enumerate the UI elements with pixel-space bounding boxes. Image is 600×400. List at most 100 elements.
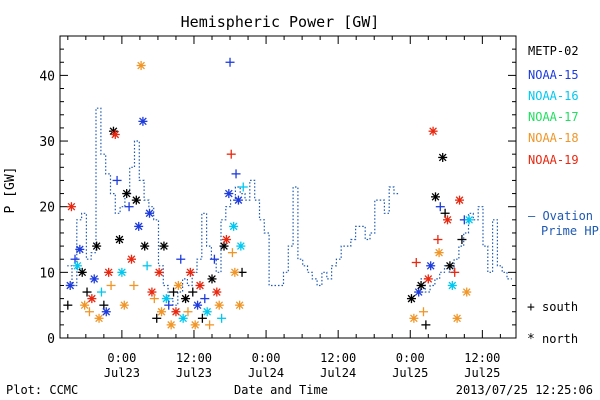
north-point [443, 215, 453, 225]
legend-item-noaa-15: NOAA-15 [528, 68, 579, 82]
south-point [99, 300, 109, 310]
south-point [129, 280, 139, 290]
south-point [112, 175, 122, 185]
north-point [178, 313, 188, 323]
south-point [70, 254, 80, 264]
south-point [164, 300, 174, 310]
x-axis-label: Date and Time [234, 383, 328, 397]
plot-source-label: Plot: CCMC [6, 383, 78, 397]
legend-south-symbol: + [527, 300, 535, 315]
x-axis: 0:00Jul2312:00Jul230:00Jul2412:00Jul240:… [67, 36, 501, 380]
legend-item-noaa-19: NOAA-19 [528, 153, 579, 167]
y-tick-label: 30 [39, 135, 55, 150]
south-point [418, 307, 428, 317]
north-point [136, 61, 146, 71]
x-tick-time-label: 12:00 [464, 351, 500, 365]
plot-timestamp: 2013/07/25 12:25:06 [456, 383, 593, 397]
north-point [92, 241, 102, 251]
north-point [154, 267, 164, 277]
y-axis-label: P [GW] [3, 167, 18, 214]
north-point [114, 235, 124, 245]
south-point [82, 287, 92, 297]
south-point [421, 320, 431, 330]
south-point [96, 287, 106, 297]
north-point [229, 221, 239, 231]
legend: METP-02 NOAA-15 NOAA-16 NOAA-17 NOAA-18 … [527, 44, 600, 347]
x-tick-date-label: Jul25 [392, 366, 428, 380]
south-point [457, 235, 467, 245]
north-point [207, 274, 217, 284]
north-point [173, 280, 183, 290]
legend-item-noaa-16: NOAA-16 [528, 89, 579, 103]
legend-north-symbol: * [527, 332, 535, 347]
north-point [161, 294, 171, 304]
north-point [233, 195, 243, 205]
x-tick-time-label: 0:00 [107, 351, 136, 365]
north-point [80, 300, 90, 310]
south-point [411, 258, 421, 267]
south-point [217, 313, 227, 323]
north-point [65, 280, 75, 290]
legend-item-noaa-17: NOAA-17 [528, 110, 579, 124]
south-point [142, 261, 152, 271]
north-point [131, 195, 141, 205]
north-point [126, 254, 136, 264]
south-point [205, 320, 215, 330]
legend-ovation-line2: Prime HPI [541, 224, 600, 238]
y-tick-label: 40 [39, 69, 55, 84]
north-point [145, 208, 155, 218]
south-point [84, 307, 94, 317]
south-point [169, 287, 179, 297]
north-point [159, 241, 169, 251]
x-tick-date-label: Jul24 [248, 366, 284, 380]
south-point [238, 182, 248, 192]
north-point [235, 300, 245, 310]
y-tick-label: 10 [39, 266, 55, 281]
legend-ovation-line1: — Ovation [528, 209, 593, 223]
north-point [462, 287, 472, 297]
south-point [209, 254, 219, 264]
north-point [434, 248, 444, 258]
north-point [122, 189, 132, 199]
north-point [409, 313, 419, 323]
south-point [183, 307, 193, 317]
y-tick-label: 0 [47, 332, 55, 347]
north-point [236, 241, 246, 251]
south-point [106, 280, 116, 290]
legend-south-label: south [542, 300, 578, 314]
x-tick-time-label: 0:00 [252, 351, 281, 365]
north-point [181, 294, 191, 304]
north-point [423, 274, 433, 284]
north-point [101, 307, 111, 317]
south-point [176, 254, 186, 264]
south-point [188, 287, 198, 297]
north-point [430, 192, 440, 202]
south-point [227, 248, 237, 258]
south-point [435, 202, 445, 212]
x-tick-date-label: Jul24 [320, 366, 356, 380]
north-point [75, 244, 85, 254]
north-point [414, 287, 424, 297]
legend-item-metp-02: METP-02 [528, 44, 579, 58]
north-point [202, 307, 212, 317]
north-point [119, 300, 129, 310]
chart-title: Hemispheric Power [GW] [181, 13, 380, 31]
north-point [219, 241, 229, 251]
north-point [117, 267, 127, 277]
north-point [195, 280, 205, 290]
north-point [438, 152, 448, 162]
ovation-hpi-line [67, 107, 512, 306]
north-point [157, 307, 167, 317]
north-point [455, 195, 465, 205]
x-tick-date-label: Jul23 [104, 366, 140, 380]
legend-north-label: north [542, 332, 578, 346]
north-point [185, 267, 195, 277]
north-point [221, 235, 231, 245]
north-point [426, 261, 436, 271]
south-point [63, 300, 73, 310]
north-point [445, 261, 455, 271]
south-point [225, 57, 235, 67]
north-point [66, 202, 76, 212]
north-point [447, 280, 457, 290]
south-point [433, 235, 443, 245]
